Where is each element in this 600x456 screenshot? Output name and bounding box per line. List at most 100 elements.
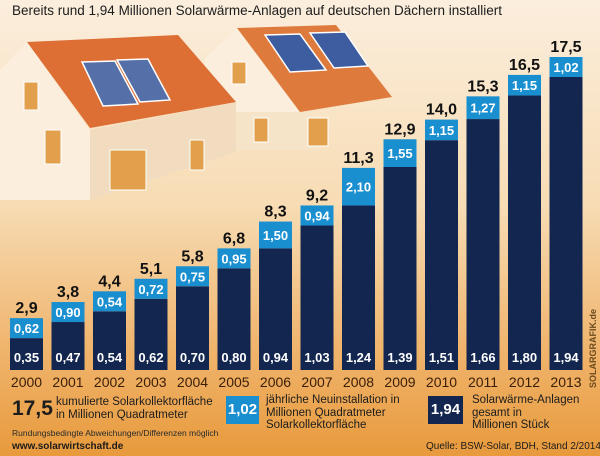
bar-systems-2012 bbox=[508, 95, 541, 370]
legend-systems-sample: 1,94 bbox=[428, 396, 463, 424]
bar-annual-2009 bbox=[383, 139, 417, 167]
label-annual-2005: 0,95 bbox=[221, 251, 246, 266]
label-cumulative-2003: 5,1 bbox=[140, 261, 162, 278]
legend-cumulative-sample: 17,5 bbox=[12, 397, 53, 420]
bar-annual-2010 bbox=[425, 119, 458, 141]
bar-systems-2001 bbox=[51, 322, 85, 370]
bar-systems-2000 bbox=[10, 338, 43, 370]
front-house bbox=[0, 35, 236, 200]
label-systems-2003: 0,62 bbox=[138, 350, 163, 365]
label-annual-2006: 1,50 bbox=[263, 228, 288, 243]
legend-systems-line-1: Solarwärme-Anlagen bbox=[472, 394, 580, 406]
bar-systems-2005 bbox=[217, 268, 251, 370]
label-cumulative-2012: 16,5 bbox=[509, 57, 540, 74]
bar-systems-2006 bbox=[259, 248, 292, 370]
legend-systems-line-3: Millionen Stück bbox=[472, 419, 550, 431]
bar-systems-2008 bbox=[342, 205, 375, 370]
label-cumulative-2009: 12,9 bbox=[384, 121, 415, 138]
label-systems-2012: 1,80 bbox=[512, 350, 537, 365]
label-systems-2006: 0,94 bbox=[263, 350, 289, 365]
bar-systems-2009 bbox=[383, 166, 417, 370]
label-cumulative-2002: 4,4 bbox=[98, 273, 120, 290]
x-tick-2001: 2001 bbox=[52, 374, 83, 390]
label-cumulative-2007: 9,2 bbox=[306, 187, 328, 204]
bar-annual-2008 bbox=[342, 167, 375, 206]
label-cumulative-2013: 17,5 bbox=[550, 39, 581, 56]
bar-systems-2003 bbox=[134, 298, 168, 370]
legend-annual-line-3: Solarkollektorfläche bbox=[266, 419, 367, 431]
bar-systems-2007 bbox=[300, 225, 334, 370]
bar-annual-2006 bbox=[259, 221, 292, 249]
legend-cumulative-line-1: kumulierte Solarkollektorfläche bbox=[56, 396, 213, 408]
label-cumulative-2005: 6,8 bbox=[223, 230, 245, 247]
label-annual-2013: 1,02 bbox=[553, 60, 578, 75]
label-annual-2001: 0,90 bbox=[55, 305, 80, 320]
bar-annual-2000 bbox=[10, 318, 43, 339]
label-systems-2000: 0,35 bbox=[14, 350, 39, 365]
label-annual-2004: 0,75 bbox=[180, 269, 205, 284]
label-systems-2001: 0,47 bbox=[55, 350, 80, 365]
x-tick-2004: 2004 bbox=[177, 374, 208, 390]
bar-annual-2005 bbox=[217, 248, 251, 269]
x-tick-2013: 2013 bbox=[550, 374, 581, 390]
x-tick-2006: 2006 bbox=[260, 374, 291, 390]
legend-annual-text: jährliche Neuinstallation in Millionen Q… bbox=[266, 394, 400, 432]
label-systems-2005: 0,80 bbox=[221, 350, 246, 365]
credit-label: SOLARGRAFIK.de bbox=[588, 308, 598, 388]
label-systems-2002: 0,54 bbox=[97, 350, 123, 365]
label-systems-2010: 1,51 bbox=[429, 350, 454, 365]
label-systems-2011: 1,66 bbox=[470, 350, 495, 365]
legend-annual-sample: 1,02 bbox=[226, 396, 259, 424]
label-cumulative-2006: 8,3 bbox=[264, 204, 286, 221]
label-systems-2004: 0,70 bbox=[180, 350, 205, 365]
label-systems-2008: 1,24 bbox=[346, 350, 372, 365]
x-tick-2009: 2009 bbox=[384, 374, 415, 390]
legend-cumulative-text: kumulierte Solarkollektorfläche in Milli… bbox=[56, 396, 213, 421]
bar-systems-2002 bbox=[93, 311, 126, 370]
label-cumulative-2008: 11,3 bbox=[343, 150, 373, 167]
bar-annual-2012 bbox=[508, 74, 541, 96]
label-annual-2009: 1,55 bbox=[387, 146, 412, 161]
x-tick-2000: 2000 bbox=[11, 374, 42, 390]
legend-annual-line-2: Millionen Quadratmeter bbox=[266, 406, 386, 419]
x-tick-2003: 2003 bbox=[135, 374, 166, 390]
legend-annual-line-1: jährliche Neuinstallation in bbox=[266, 394, 400, 406]
label-systems-2007: 1,03 bbox=[304, 350, 329, 365]
legend-systems-line-2: gesamt in bbox=[472, 406, 522, 419]
bar-annual-2004 bbox=[176, 266, 209, 287]
label-cumulative-2001: 3,8 bbox=[57, 284, 79, 301]
label-cumulative-2004: 5,8 bbox=[181, 248, 203, 265]
x-tick-2008: 2008 bbox=[343, 374, 374, 390]
bar-annual-2007 bbox=[300, 205, 334, 226]
x-tick-2012: 2012 bbox=[509, 374, 540, 390]
bar-annual-2003 bbox=[134, 278, 168, 299]
bar-annual-2011 bbox=[466, 96, 500, 120]
label-cumulative-2010: 14,0 bbox=[426, 102, 457, 119]
label-cumulative-2011: 15,3 bbox=[467, 78, 498, 95]
label-annual-2003: 0,72 bbox=[138, 282, 163, 297]
label-annual-2002: 0,54 bbox=[97, 294, 123, 309]
rounding-note: Rundungsbedingte Abweichungen/Differenze… bbox=[12, 428, 219, 438]
label-systems-2009: 1,39 bbox=[387, 350, 412, 365]
source-note: Quelle: BSW-Solar, BDH, Stand 2/2014 bbox=[426, 441, 600, 452]
bar-systems-2004 bbox=[176, 286, 209, 370]
x-tick-2002: 2002 bbox=[94, 374, 125, 390]
bar-annual-2002 bbox=[93, 291, 126, 312]
legend-cumulative-line-2: in Millionen Quadratmeter bbox=[56, 408, 188, 421]
label-annual-2011: 1,27 bbox=[470, 101, 495, 116]
x-tick-2007: 2007 bbox=[301, 374, 332, 390]
x-tick-2011: 2011 bbox=[468, 374, 498, 390]
label-annual-2012: 1,15 bbox=[512, 78, 537, 93]
website-link[interactable]: www.solarwirtschaft.de bbox=[12, 441, 124, 452]
label-annual-2000: 0,62 bbox=[14, 321, 39, 336]
label-annual-2010: 1,15 bbox=[429, 123, 454, 138]
legend-systems-text: Solarwärme-Anlagen gesamt in Millionen S… bbox=[472, 394, 579, 432]
x-tick-2010: 2010 bbox=[426, 374, 457, 390]
bar-systems-2011 bbox=[466, 119, 500, 370]
bar-annual-2013 bbox=[549, 57, 583, 77]
chart-title: Bereits rund 1,94 Millionen Solarwärme-A… bbox=[12, 3, 503, 18]
bar-systems-2010 bbox=[425, 140, 458, 370]
